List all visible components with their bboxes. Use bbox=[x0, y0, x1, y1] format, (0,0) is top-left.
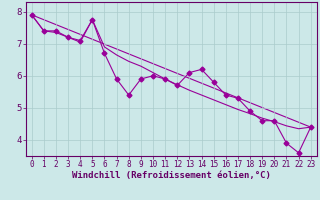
X-axis label: Windchill (Refroidissement éolien,°C): Windchill (Refroidissement éolien,°C) bbox=[72, 171, 271, 180]
